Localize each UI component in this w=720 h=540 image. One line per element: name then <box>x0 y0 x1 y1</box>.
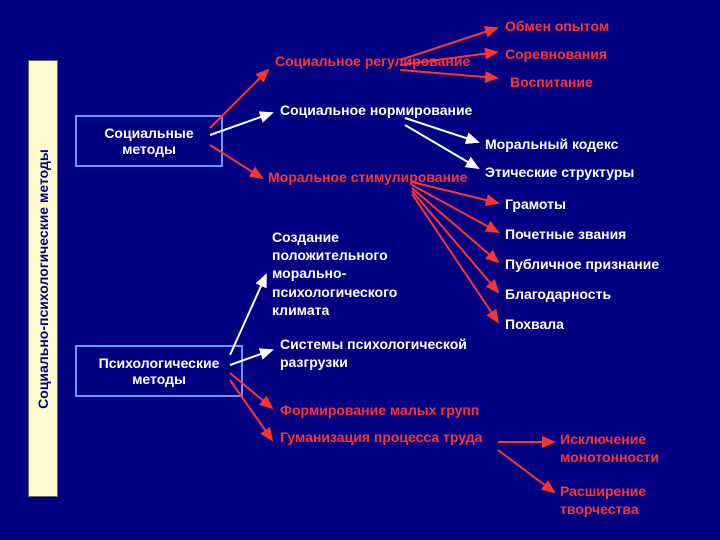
label-eth-struct: Этические структуры <box>485 163 634 181</box>
box-social-methods: Социальные методы <box>75 115 223 167</box>
label-small-groups: Формирование малых групп <box>280 401 479 419</box>
label-moral-stim: Моральное стимулирование <box>268 168 467 186</box>
label-relief: Системы психологической разгрузки <box>280 335 500 371</box>
label-comp: Соревнования <box>505 45 607 63</box>
label-creativity: Расширение творчества <box>560 482 710 518</box>
label-climate: Создание положительного морально-психоло… <box>272 228 432 319</box>
label-honors: Почетные звания <box>505 225 626 243</box>
box-psych-methods: Психологические методы <box>75 345 243 397</box>
label-human: Гуманизация процесса труда <box>280 428 500 446</box>
label-thanks: Благодарность <box>505 285 611 303</box>
label-praise: Похвала <box>505 315 564 333</box>
box-social-label: Социальные методы <box>104 125 193 157</box>
label-soc-reg: Социальное регулирование <box>275 52 470 70</box>
vertical-title: Социально-психологические методы <box>35 149 51 409</box>
label-educ: Воспитание <box>510 73 593 91</box>
label-exp: Обмен опытом <box>505 17 609 35</box>
label-moral-code: Моральный кодекс <box>485 135 618 153</box>
label-gram: Грамоты <box>505 195 566 213</box>
label-no-monot: Исключение монотонности <box>560 430 710 466</box>
vertical-title-bar: Социально-психологические методы <box>28 60 58 497</box>
label-soc-norm: Социальное нормирование <box>280 101 472 119</box>
label-publ: Публичное признание <box>505 255 659 273</box>
box-psych-label: Психологические методы <box>99 355 220 387</box>
